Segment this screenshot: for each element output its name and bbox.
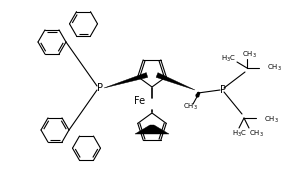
Text: CH$_3$: CH$_3$ bbox=[183, 102, 197, 112]
Polygon shape bbox=[104, 73, 148, 88]
Text: CH$_3$: CH$_3$ bbox=[249, 129, 264, 139]
Text: CH$_3$: CH$_3$ bbox=[242, 50, 256, 60]
Text: CH$_3$: CH$_3$ bbox=[267, 63, 282, 73]
Text: H$_3$C: H$_3$C bbox=[221, 54, 236, 64]
Text: P: P bbox=[220, 85, 226, 95]
Text: CH$_3$: CH$_3$ bbox=[264, 115, 279, 125]
Text: Fe: Fe bbox=[134, 96, 146, 106]
Text: P: P bbox=[97, 83, 103, 93]
Polygon shape bbox=[156, 73, 195, 90]
Polygon shape bbox=[135, 125, 169, 134]
Text: H$_3$C: H$_3$C bbox=[232, 129, 248, 139]
